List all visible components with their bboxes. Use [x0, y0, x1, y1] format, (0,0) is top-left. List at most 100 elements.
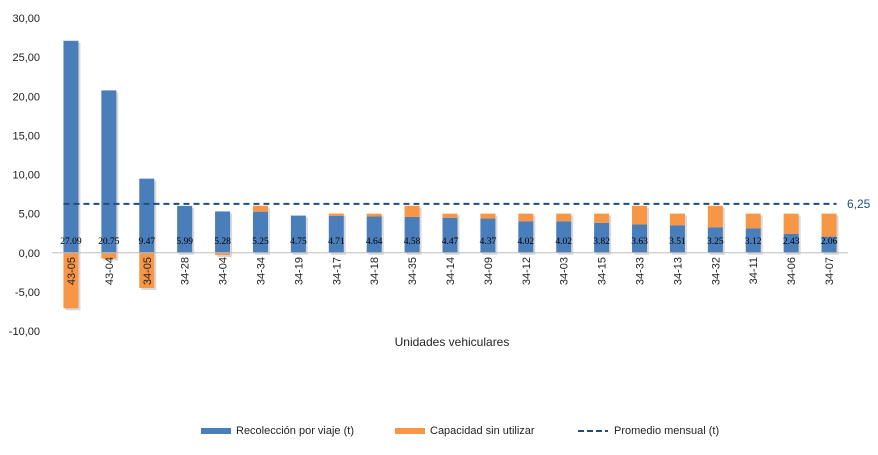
data-label: 4.58 — [404, 237, 421, 247]
y-tick-label: 5,00 — [19, 209, 40, 221]
y-axis: -10,00 -5,00 0,00 5,00 10,00 15,00 20,00 25,00 3… — [9, 13, 40, 338]
data-label: 5.28 — [214, 237, 231, 247]
recoleccion-bar — [177, 205, 193, 253]
capacidad-bar — [594, 213, 610, 223]
data-label: 3.63 — [631, 237, 648, 247]
capacidad-bar — [442, 213, 458, 218]
data-label: 3.25 — [707, 237, 724, 247]
y-tick-label: 20,00 — [12, 91, 40, 103]
recoleccion-bar — [63, 40, 79, 253]
category-label: 34-34 — [255, 257, 267, 285]
y-tick-label: 30,00 — [12, 13, 40, 25]
recoleccion-bar — [518, 221, 534, 253]
recoleccion-bar — [745, 228, 761, 253]
category-labels-layer: 43-05 43-04 34-05 34-28 34-04 34-34 34-19 34-17… — [66, 257, 836, 285]
y-tick-label: -5,00 — [15, 287, 40, 299]
recoleccion-bar — [669, 225, 685, 253]
data-label: 4.02 — [517, 237, 534, 247]
category-label: 43-04 — [104, 257, 116, 285]
recoleccion-bar — [252, 211, 268, 253]
recoleccion-bar — [404, 216, 420, 253]
category-label: 34-13 — [672, 257, 684, 285]
data-label: 2.43 — [783, 237, 800, 247]
data-label: 2.06 — [821, 237, 838, 247]
recoleccion-bar — [594, 222, 610, 253]
data-label: 4.47 — [442, 237, 459, 247]
recoleccion-bar — [632, 224, 648, 253]
capacidad-bar — [480, 213, 496, 219]
data-label: 4.71 — [328, 237, 345, 247]
data-label: 5.99 — [176, 237, 193, 247]
capacidad-bar — [215, 252, 231, 256]
category-label: 34-05 — [142, 257, 154, 285]
data-label: 3.51 — [669, 237, 686, 247]
recoleccion-bar — [707, 227, 723, 253]
legend-label-capacidad: Capacidad sin utilizar — [430, 425, 535, 437]
category-label: 34-03 — [559, 257, 571, 285]
y-tick-label: 10,00 — [12, 170, 40, 182]
capacidad-bar — [101, 252, 117, 259]
y-tick-label: 0,00 — [19, 248, 40, 260]
data-labels-layer: 27.09 20.75 9.47 5.99 5.28 5.25 4.75 4.71 4.64 4.… — [60, 237, 837, 247]
legend: Recolección por viaje (t) Capacidad sin u… — [201, 425, 719, 437]
y-tick-label: 25,00 — [12, 52, 40, 64]
category-label: 34-32 — [710, 257, 722, 285]
data-label: 3.12 — [745, 237, 762, 247]
category-label: 34-12 — [521, 257, 533, 285]
category-label: 34-04 — [218, 257, 230, 285]
y-tick-label: 15,00 — [12, 130, 40, 142]
capacidad-bar — [821, 213, 837, 237]
capacidad-bar — [63, 252, 79, 309]
capacidad-bar — [328, 213, 344, 216]
bar-shadow — [217, 254, 233, 258]
data-label: 27.09 — [60, 237, 82, 247]
capacidad-bar — [366, 213, 382, 217]
category-label: 34-18 — [369, 257, 381, 285]
capacidad-bar — [632, 205, 648, 225]
category-label: 34-17 — [331, 257, 343, 285]
legend-label-recoleccion: Recolección por viaje (t) — [236, 425, 354, 437]
recoleccion-bar — [101, 90, 117, 253]
capacidad-bar — [745, 213, 761, 229]
category-label: 34-15 — [597, 257, 609, 285]
capacidad-bar — [139, 252, 155, 288]
bars-layer — [52, 40, 848, 311]
category-label: 34-33 — [635, 257, 647, 285]
recoleccion-bar — [328, 215, 344, 253]
data-label: 20.75 — [98, 237, 120, 247]
capacidad-bar — [669, 213, 685, 226]
data-label: 4.64 — [366, 237, 383, 247]
category-label: 43-05 — [66, 257, 78, 285]
recoleccion-bar — [821, 236, 837, 253]
data-label: 4.37 — [480, 237, 497, 247]
legend-swatch-recoleccion — [201, 428, 231, 434]
capacidad-bar — [783, 213, 799, 234]
category-label: 34-14 — [445, 257, 457, 285]
x-axis-title: Unidades vehiculares — [395, 335, 510, 349]
capacidad-bar — [252, 205, 268, 212]
data-label: 4.02 — [555, 237, 572, 247]
data-label: 5.25 — [252, 237, 269, 247]
category-label: 34-35 — [407, 257, 419, 285]
recoleccion-bar — [442, 217, 458, 253]
recoleccion-bar — [480, 218, 496, 253]
legend-swatch-capacidad — [395, 428, 425, 434]
data-label: 9.47 — [138, 237, 155, 247]
average-value-label: 6,25 — [847, 197, 871, 211]
category-label: 34-19 — [293, 257, 305, 285]
capacidad-bar — [707, 205, 723, 228]
recoleccion-bar — [139, 178, 155, 253]
recoleccion-bar — [215, 211, 231, 253]
recoleccion-bar — [290, 215, 306, 253]
average-line-layer: 6,25 — [63, 197, 871, 211]
category-label: 34-06 — [786, 257, 798, 285]
category-label: 34-07 — [824, 257, 836, 285]
category-label: 34-09 — [483, 257, 495, 285]
legend-label-promedio: Promedio mensual (t) — [614, 425, 719, 437]
recoleccion-bar — [783, 233, 799, 253]
capacidad-bar — [518, 213, 534, 222]
category-label: 34-11 — [748, 257, 760, 284]
category-label: 34-28 — [180, 257, 192, 285]
data-label: 3.82 — [593, 237, 610, 247]
